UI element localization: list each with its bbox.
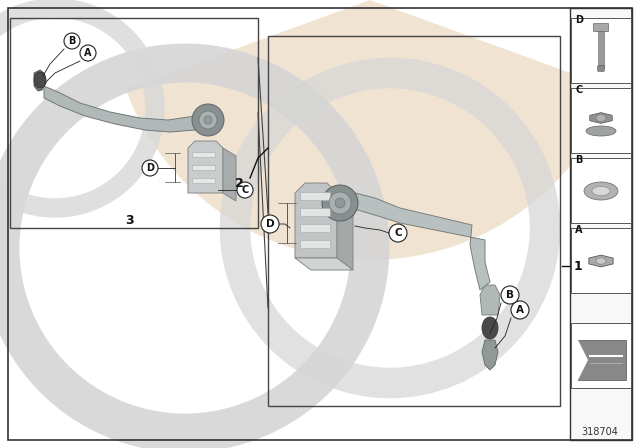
Text: C: C [241, 185, 248, 195]
Circle shape [192, 104, 224, 136]
Text: D: D [146, 163, 154, 173]
Polygon shape [44, 86, 210, 132]
Circle shape [64, 33, 80, 49]
Polygon shape [34, 70, 46, 91]
Circle shape [80, 45, 96, 61]
Text: 1: 1 [574, 259, 583, 272]
Bar [300, 224, 330, 232]
Polygon shape [578, 340, 588, 380]
Polygon shape [340, 193, 490, 290]
Text: D: D [575, 15, 583, 25]
Bar [570, 8, 632, 440]
Ellipse shape [34, 72, 46, 88]
Text: A: A [516, 305, 524, 315]
Text: 318704: 318704 [582, 427, 618, 437]
Polygon shape [589, 112, 612, 123]
Circle shape [322, 185, 358, 221]
Bar [192, 178, 215, 183]
Ellipse shape [482, 317, 498, 339]
Polygon shape [223, 148, 236, 201]
Circle shape [204, 116, 212, 124]
Bar [571, 88, 631, 153]
Bar [571, 323, 631, 388]
FancyBboxPatch shape [598, 66, 604, 71]
Circle shape [237, 182, 253, 198]
Wedge shape [125, 0, 614, 260]
Polygon shape [578, 340, 626, 380]
Circle shape [501, 286, 519, 304]
Text: C: C [394, 228, 402, 238]
Ellipse shape [592, 186, 610, 195]
Ellipse shape [596, 115, 606, 121]
FancyBboxPatch shape [593, 23, 609, 31]
Circle shape [511, 301, 529, 319]
Bar [192, 152, 215, 157]
Text: D: D [266, 219, 275, 229]
Bar [598, 31, 604, 68]
Text: A: A [84, 48, 92, 58]
Polygon shape [589, 255, 613, 267]
Circle shape [329, 192, 351, 214]
Ellipse shape [586, 126, 616, 136]
Bar [300, 192, 330, 200]
Bar [268, 36, 560, 406]
Bar [300, 240, 330, 248]
Circle shape [142, 160, 158, 176]
Polygon shape [295, 183, 337, 258]
Bar [300, 208, 330, 216]
Polygon shape [188, 141, 223, 193]
Circle shape [199, 111, 217, 129]
Bar [192, 165, 215, 170]
Polygon shape [337, 193, 353, 270]
Bar [571, 158, 631, 223]
Polygon shape [482, 340, 498, 370]
Circle shape [335, 198, 345, 208]
Text: 2: 2 [236, 177, 244, 190]
Polygon shape [295, 258, 353, 270]
Bar [571, 18, 631, 83]
Bar [571, 228, 631, 293]
Circle shape [261, 215, 279, 233]
Ellipse shape [584, 182, 618, 200]
Circle shape [389, 224, 407, 242]
Text: B: B [506, 290, 514, 300]
Text: B: B [575, 155, 582, 165]
Ellipse shape [596, 258, 606, 264]
Text: B: B [68, 36, 76, 46]
Text: 3: 3 [125, 214, 134, 227]
Bar [10, 18, 258, 228]
Polygon shape [480, 285, 500, 315]
Text: C: C [575, 85, 582, 95]
Text: A: A [575, 225, 582, 235]
